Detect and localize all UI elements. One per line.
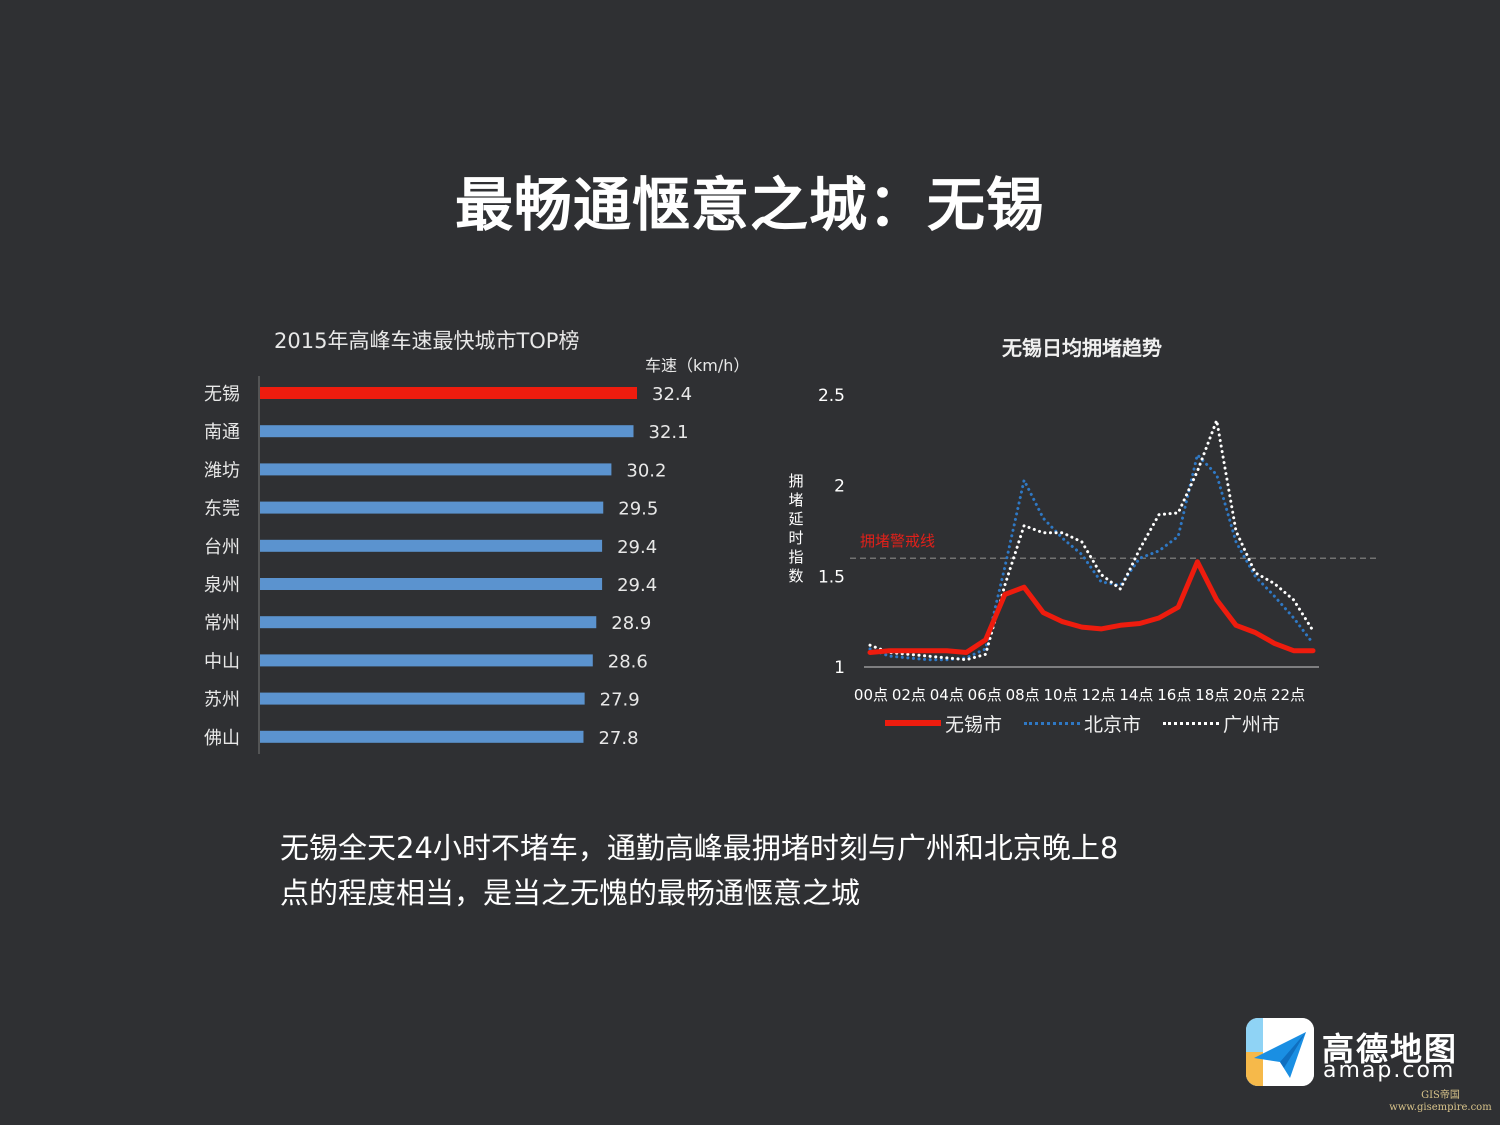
legend-label-beijing: 北京市: [1084, 713, 1142, 736]
bar: [260, 425, 634, 438]
x-tick-label: 14点: [1119, 686, 1153, 704]
bar-value-label: 29.4: [617, 537, 657, 558]
line-chart-title: 无锡日均拥堵趋势: [1002, 336, 1162, 360]
watermark-line-2: www.gisempire.com: [1389, 1102, 1492, 1113]
bar: [260, 539, 603, 552]
watermark: GIS帝国 www.gisempire.com: [1388, 1090, 1493, 1114]
bar: [260, 654, 593, 667]
x-tick-label: 04点: [930, 686, 964, 704]
watermark-line-1: GIS帝国: [1421, 1090, 1460, 1101]
legend-swatch-guangzhou: [1163, 721, 1220, 725]
caption-line-2: 点的程度相当，是当之无愧的最畅通惬意之城: [280, 876, 861, 910]
bar: [260, 463, 612, 476]
series-line-0: [867, 559, 1316, 655]
brand-name-en: amap.com: [1323, 1058, 1456, 1083]
bar-chart: 无锡 32.4 南通 32.1 潍坊 30.2 东莞 29.5 台州 29.4 泉州 29.4 常州 28…: [204, 376, 692, 754]
line-chart-ylabel: 拥堵延时指数: [788, 472, 804, 585]
bar: [260, 501, 604, 514]
threshold-label: 拥堵警戒线: [860, 532, 936, 550]
series-line-1: [868, 453, 1315, 662]
bar-value-label: 29.5: [618, 499, 658, 520]
legend-item-wuxi: 无锡市: [885, 710, 1002, 737]
x-tick-label: 18点: [1195, 686, 1229, 704]
bar-category-label: 泉州: [204, 575, 240, 596]
bar-category-label: 苏州: [204, 690, 240, 711]
x-tick-label: 20点: [1233, 686, 1267, 704]
bar-value-label: 32.4: [652, 384, 692, 405]
bar-category-label: 无锡: [204, 384, 240, 405]
amap-logo-icon: [1246, 1018, 1314, 1086]
brand-name-cn: 高德地图: [1322, 1030, 1459, 1068]
bar: [260, 578, 603, 590]
line-chart: 1 1.5 2 2.5 00点 02点 04点 06点 08点 10点 12点 14点 16点 18点 20…: [818, 386, 1378, 704]
x-tick-label: 12点: [1081, 686, 1115, 704]
bar: [260, 692, 585, 705]
bar-value-label: 29.4: [617, 575, 657, 596]
x-tick-label: 02点: [892, 686, 926, 704]
bar: [260, 616, 597, 629]
bar-category-label: 常州: [204, 613, 240, 634]
x-tick-label: 10点: [1043, 686, 1077, 704]
x-tick-label: 16点: [1157, 686, 1191, 704]
y-tick-label: 2: [834, 477, 845, 497]
bar-value-label: 32.1: [649, 422, 689, 443]
bar-chart-title: 2015年高峰车速最快城市TOP榜: [274, 329, 580, 353]
legend-item-beijing: 北京市: [1024, 710, 1141, 737]
series-line-2: [868, 418, 1315, 662]
bar: [260, 730, 584, 743]
x-tick-label: 08点: [1006, 686, 1040, 704]
bar-value-label: 27.9: [600, 690, 640, 711]
bar-value-label: 27.8: [598, 728, 638, 749]
bar-value-label: 30.2: [626, 460, 666, 481]
bar: [260, 387, 637, 399]
x-tick-label: 00点: [854, 686, 888, 704]
bar-category-label: 台州: [204, 537, 240, 558]
y-tick-label: 2.5: [818, 386, 845, 406]
x-tick-label: 22点: [1271, 686, 1305, 704]
bar-value-label: 28.6: [608, 651, 648, 672]
bar-category-label: 潍坊: [204, 460, 240, 481]
y-tick-label: 1.5: [818, 567, 845, 587]
bar-value-label: 28.9: [611, 613, 651, 634]
bar-category-label: 佛山: [204, 728, 240, 749]
page-title: 最畅通惬意之城：无锡: [454, 171, 1045, 239]
legend-label-wuxi: 无锡市: [945, 713, 1003, 736]
legend-item-guangzhou: 广州市: [1163, 710, 1280, 737]
legend-swatch-wuxi: [885, 720, 941, 726]
legend-swatch-beijing: [1024, 721, 1081, 725]
line-chart-legend: 无锡市 北京市 广州市: [885, 709, 1302, 737]
legend-label-guangzhou: 广州市: [1223, 713, 1281, 736]
bar-category-label: 东莞: [204, 499, 240, 520]
bar-category-label: 南通: [204, 422, 240, 443]
x-tick-label: 06点: [968, 686, 1002, 704]
caption-line-1: 无锡全天24小时不堵车，通勤高峰最拥堵时刻与广州和北京晚上8: [280, 831, 1119, 865]
bar-category-label: 中山: [204, 651, 240, 672]
bar-chart-unit-label: 车速（km/h）: [645, 356, 750, 375]
y-tick-label: 1: [834, 658, 845, 678]
caption: 无锡全天24小时不堵车，通勤高峰最拥堵时刻与广州和北京晚上8 点的程度相当，是当…: [280, 826, 1280, 916]
